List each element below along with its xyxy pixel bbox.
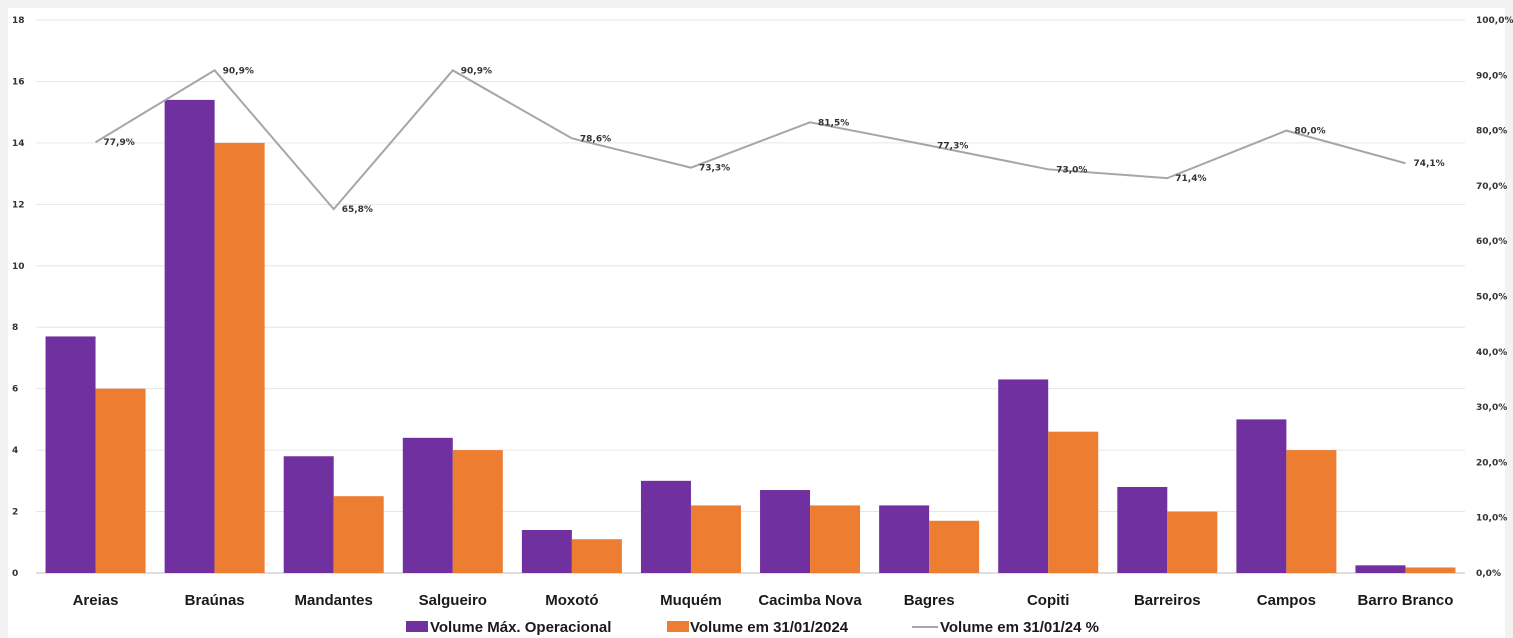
bar-volume-max <box>45 336 96 573</box>
y-tick-label: 16 <box>12 77 25 87</box>
bar-volume-current <box>1048 431 1099 573</box>
bar-volume-current <box>214 142 265 573</box>
x-tick-label: Barreiros <box>1134 592 1201 609</box>
y2-tick-label: 10,0% <box>1476 514 1507 524</box>
legend-swatch-volume-current <box>667 621 689 632</box>
x-tick-label: Salgueiro <box>419 592 487 609</box>
legend: Volume Máx. Operacional Volume em 31/01/2… <box>406 619 1099 636</box>
bars-group <box>45 99 1456 573</box>
x-tick-label: Cacimba Nova <box>758 592 862 609</box>
line-group: 77,9% 90,9% 65,8% 90,9% 78,6% 73,3% 81,5% 77,3%… <box>95 66 1445 215</box>
legend-label-volume-max: Volume Máx. Operacional <box>430 619 611 636</box>
bar-volume-current <box>1167 511 1218 573</box>
bar-volume-max <box>164 99 215 573</box>
y-tick-label: 12 <box>12 200 25 210</box>
y2-tick-label: 30,0% <box>1476 403 1507 413</box>
y2-tick-label: 50,0% <box>1476 293 1507 303</box>
y2-tick-label: 90,0% <box>1476 71 1507 81</box>
y-tick-label: 14 <box>12 139 25 149</box>
bar-volume-max <box>998 379 1049 573</box>
data-label-pct: 81,5% <box>818 118 849 128</box>
x-tick-label: Copiti <box>1027 592 1070 609</box>
legend-label-volume-pct: Volume em 31/01/24 % <box>940 619 1099 636</box>
bar-volume-max <box>640 480 691 573</box>
data-label-pct: 90,9% <box>223 66 254 76</box>
y-tick-label: 4 <box>12 446 18 456</box>
x-tick-label: Mandantes <box>295 592 373 609</box>
x-tick-label: Muquém <box>660 592 722 609</box>
bar-volume-max <box>1236 419 1287 573</box>
data-label-pct: 77,9% <box>104 138 135 148</box>
right-axis: 0,0% 10,0% 20,0% 30,0% 40,0% 50,0% 60,0% 70,0% 8… <box>1476 16 1513 579</box>
data-label-pct: 73,3% <box>699 164 730 174</box>
y-tick-label: 0 <box>12 569 18 579</box>
bar-volume-current <box>810 505 861 573</box>
x-tick-label: Campos <box>1257 592 1316 609</box>
bar-volume-max <box>521 529 572 573</box>
y-tick-label: 8 <box>12 323 18 333</box>
data-label-pct: 71,4% <box>1175 174 1206 184</box>
data-label-pct: 73,0% <box>1056 165 1087 175</box>
category-axis: Areias Braúnas Mandantes Salgueiro Moxotó Muq… <box>73 592 1454 609</box>
bar-volume-current <box>571 539 622 573</box>
data-label-pct: 77,3% <box>937 142 968 152</box>
bar-volume-max <box>879 505 930 573</box>
bar-volume-max <box>402 437 453 573</box>
x-tick-label: Barro Branco <box>1358 592 1454 609</box>
y2-tick-label: 40,0% <box>1476 348 1507 358</box>
bar-volume-max <box>1117 486 1168 573</box>
y-tick-label: 2 <box>12 508 18 518</box>
bar-volume-max <box>760 490 811 573</box>
left-axis: 0 2 4 6 8 10 12 14 16 18 <box>12 16 25 579</box>
bar-volume-current <box>1286 450 1337 573</box>
x-tick-label: Moxotó <box>545 592 598 609</box>
y2-tick-label: 100,0% <box>1476 16 1513 26</box>
y2-tick-label: 70,0% <box>1476 182 1507 192</box>
bar-volume-current <box>1405 567 1456 573</box>
y2-tick-label: 0,0% <box>1476 569 1501 579</box>
legend-label-volume-current: Volume em 31/01/2024 <box>690 619 849 636</box>
bar-volume-max <box>1355 565 1406 573</box>
line-volume-pct <box>95 69 1406 211</box>
bar-volume-current <box>452 450 503 573</box>
x-tick-label: Braúnas <box>185 592 245 609</box>
data-label-pct: 80,0% <box>1294 127 1325 137</box>
x-tick-label: Bagres <box>904 592 955 609</box>
data-label-pct: 78,6% <box>580 134 611 144</box>
bar-volume-current <box>690 505 741 573</box>
y-tick-label: 6 <box>12 385 18 395</box>
bar-volume-current <box>929 520 980 573</box>
legend-swatch-volume-max <box>406 621 428 632</box>
y2-tick-label: 60,0% <box>1476 237 1507 247</box>
bar-volume-current <box>95 388 146 573</box>
data-label-pct: 74,1% <box>1413 159 1444 169</box>
y2-tick-label: 20,0% <box>1476 458 1507 468</box>
data-label-pct: 90,9% <box>461 66 492 76</box>
data-label-pct: 65,8% <box>342 205 373 215</box>
y-tick-label: 18 <box>12 16 25 26</box>
x-tick-label: Areias <box>73 592 119 609</box>
bar-volume-current <box>333 496 384 573</box>
y-tick-label: 10 <box>12 262 25 272</box>
y2-tick-label: 80,0% <box>1476 127 1507 137</box>
bar-volume-max <box>283 456 334 573</box>
gridlines <box>36 19 1465 574</box>
